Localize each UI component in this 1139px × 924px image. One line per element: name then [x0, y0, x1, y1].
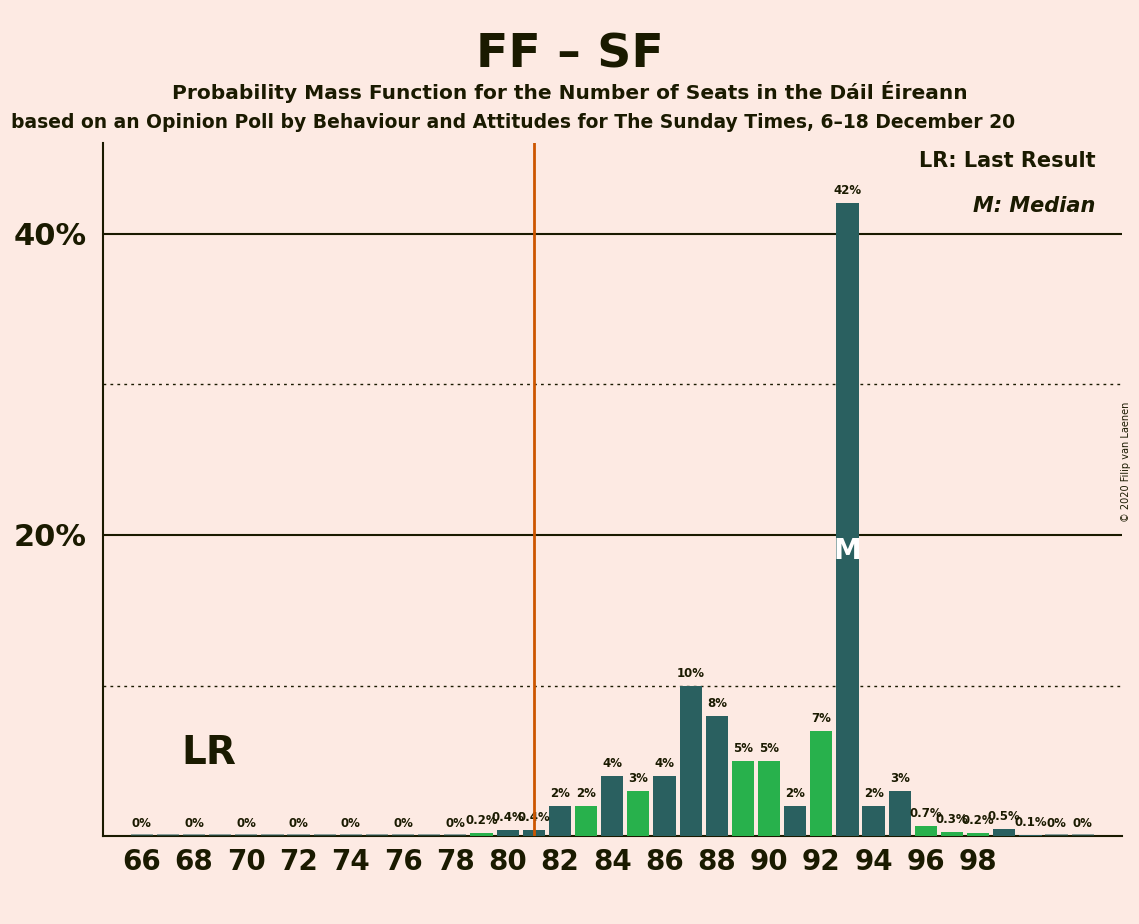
Text: 2%: 2%	[576, 787, 596, 800]
Text: 4%: 4%	[603, 757, 622, 770]
Bar	[418, 834, 441, 836]
Bar	[366, 834, 388, 836]
Text: 0%: 0%	[185, 817, 204, 830]
Text: 0%: 0%	[288, 817, 309, 830]
Bar	[210, 834, 231, 836]
Bar	[601, 776, 623, 836]
Text: 3%: 3%	[890, 772, 910, 785]
Bar	[941, 832, 964, 836]
Bar	[731, 760, 754, 836]
Bar	[444, 834, 467, 836]
Text: LR: LR	[181, 735, 236, 772]
Bar	[523, 830, 544, 836]
Text: Probability Mass Function for the Number of Seats in the Dáil Éireann: Probability Mass Function for the Number…	[172, 81, 967, 103]
Text: 5%: 5%	[732, 742, 753, 755]
Bar	[497, 830, 518, 836]
Text: 0.1%: 0.1%	[1014, 816, 1047, 829]
Text: 0.4%: 0.4%	[517, 811, 550, 824]
Text: 0.4%: 0.4%	[491, 811, 524, 824]
Bar	[287, 834, 310, 836]
Text: 0%: 0%	[1073, 817, 1092, 830]
Text: 0.5%: 0.5%	[988, 809, 1021, 822]
Bar	[862, 806, 885, 836]
Text: 2%: 2%	[785, 787, 805, 800]
Text: 8%: 8%	[707, 697, 727, 710]
Bar	[1019, 834, 1041, 836]
Text: 0%: 0%	[445, 817, 466, 830]
Text: FF – SF: FF – SF	[476, 32, 663, 78]
Text: 7%: 7%	[811, 711, 831, 724]
Text: 0%: 0%	[132, 817, 151, 830]
Bar	[706, 716, 728, 836]
Bar	[392, 834, 415, 836]
Text: 0.2%: 0.2%	[465, 814, 498, 827]
Bar	[235, 834, 257, 836]
Bar	[888, 791, 911, 836]
Text: 5%: 5%	[759, 742, 779, 755]
Text: 0%: 0%	[236, 817, 256, 830]
Text: 0.3%: 0.3%	[936, 813, 968, 826]
Bar	[784, 806, 806, 836]
Text: M: Median: M: Median	[974, 196, 1096, 216]
Text: LR: Last Result: LR: Last Result	[919, 151, 1096, 171]
Bar	[967, 833, 990, 836]
Bar	[131, 834, 153, 836]
Text: © 2020 Filip van Laenen: © 2020 Filip van Laenen	[1121, 402, 1131, 522]
Bar	[339, 834, 362, 836]
Text: M: M	[834, 538, 861, 565]
Text: 0%: 0%	[341, 817, 361, 830]
Bar	[810, 731, 833, 836]
Bar	[313, 834, 336, 836]
Text: 0%: 0%	[393, 817, 413, 830]
Bar	[836, 203, 859, 836]
Bar	[183, 834, 205, 836]
Bar	[157, 834, 179, 836]
Bar	[915, 826, 937, 836]
Bar	[575, 806, 597, 836]
Bar	[993, 829, 1015, 836]
Text: 42%: 42%	[834, 185, 861, 198]
Bar	[628, 791, 649, 836]
Text: 3%: 3%	[629, 772, 648, 785]
Text: 2%: 2%	[550, 787, 570, 800]
Bar	[549, 806, 571, 836]
Bar	[680, 686, 702, 836]
Bar	[757, 760, 780, 836]
Bar	[1046, 834, 1067, 836]
Bar	[1072, 834, 1093, 836]
Bar	[654, 776, 675, 836]
Text: 2%: 2%	[863, 787, 884, 800]
Bar	[470, 833, 493, 836]
Text: 0.7%: 0.7%	[910, 807, 942, 820]
Text: based on an Opinion Poll by Behaviour and Attitudes for The Sunday Times, 6–18 D: based on an Opinion Poll by Behaviour an…	[11, 113, 1016, 132]
Text: 10%: 10%	[677, 666, 705, 679]
Text: 0.2%: 0.2%	[961, 814, 994, 827]
Bar	[261, 834, 284, 836]
Text: 0%: 0%	[1047, 817, 1066, 830]
Text: 4%: 4%	[655, 757, 674, 770]
